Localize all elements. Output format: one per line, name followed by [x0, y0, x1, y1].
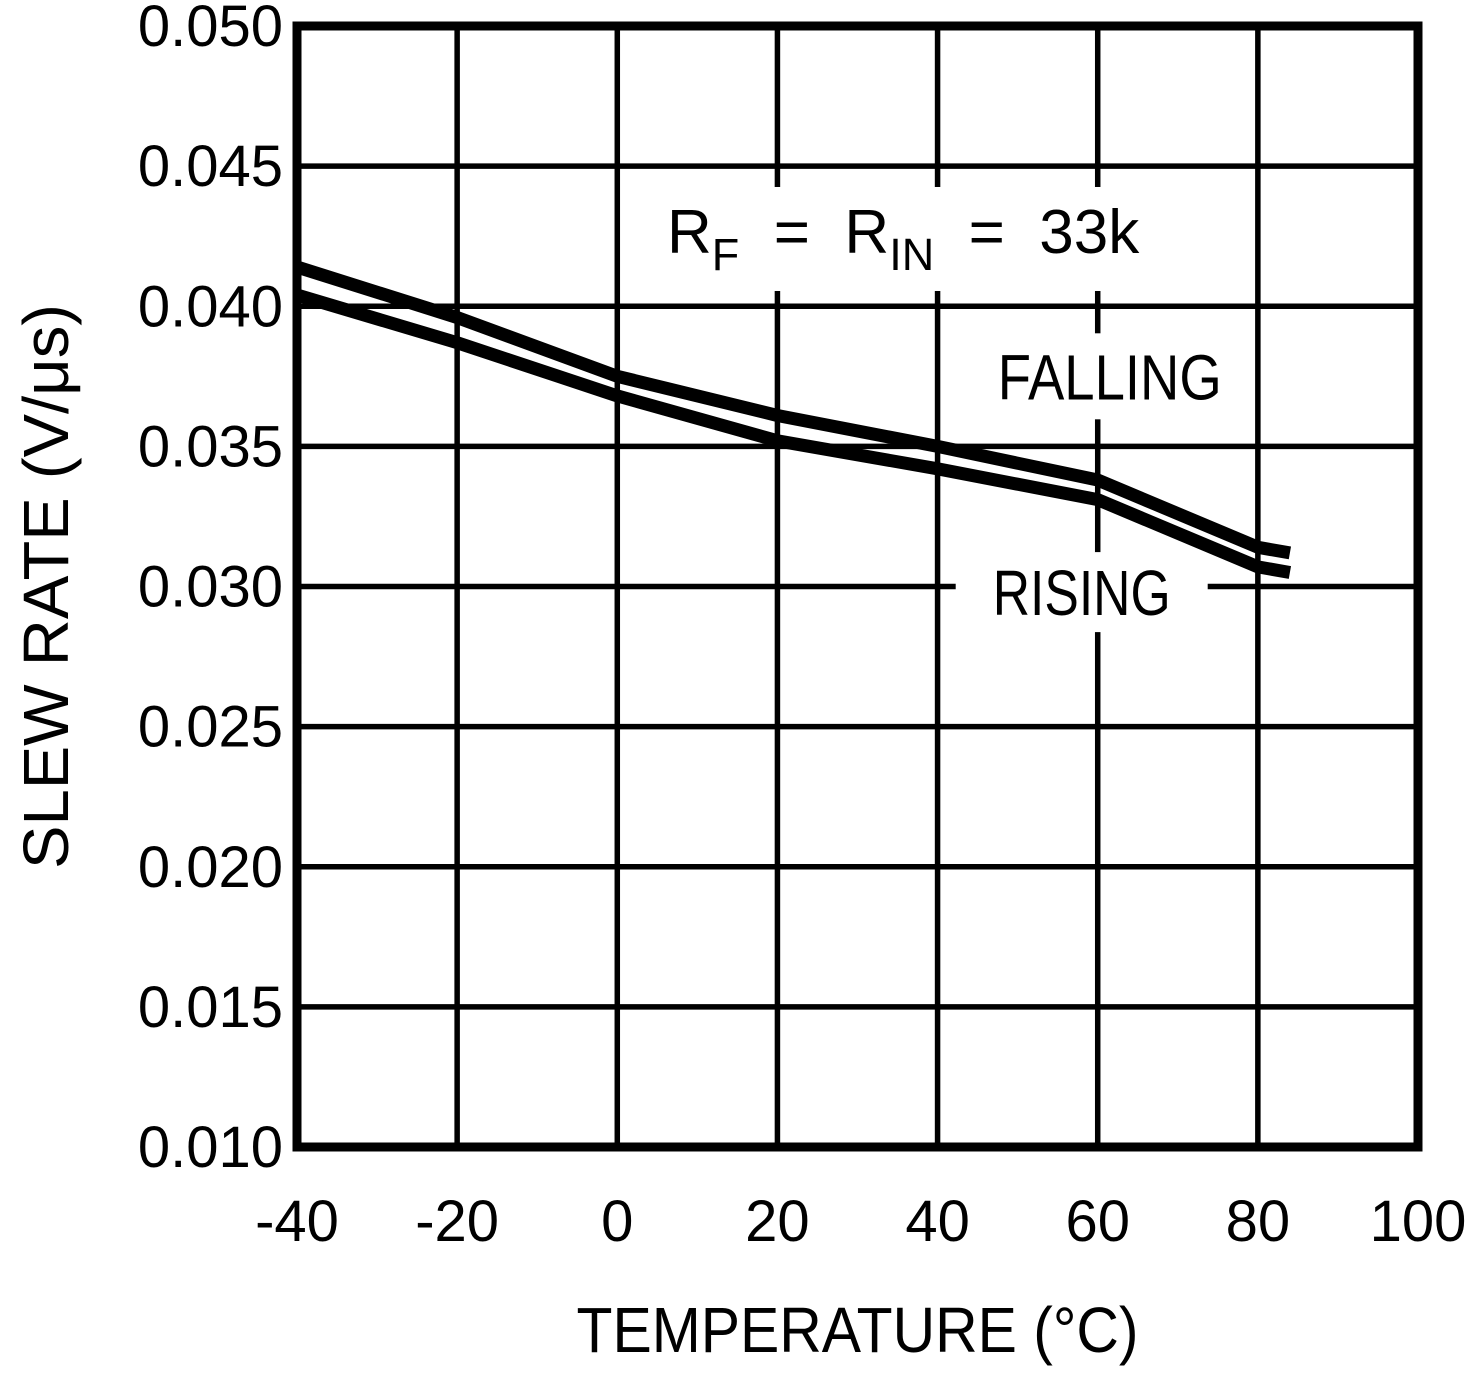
falling-label-mask: [973, 333, 1246, 420]
rising-label-mask: [955, 552, 1208, 633]
y-tick-label-0p015: 0.015: [138, 975, 283, 1040]
y-axis-title: SLEW RATE (V/μs): [10, 304, 82, 869]
x-tick-label-40: 40: [905, 1189, 970, 1254]
annotation-part: F: [712, 229, 740, 280]
series-falling-curve: [295, 260, 1292, 560]
annotation-mask: [653, 186, 1154, 291]
x-tick-label-0: 0: [601, 1189, 633, 1254]
annotation-part: = 33k: [934, 198, 1140, 267]
x-axis-title: TEMPERATURE (°C): [577, 1294, 1139, 1366]
annotation-part: IN: [889, 229, 934, 280]
y-tick-label-0p045: 0.045: [138, 134, 283, 199]
annotation-rf-rin-33k: RF = RIN = 33k: [667, 198, 1140, 280]
y-tick-label-0p050: 0.050: [138, 0, 283, 59]
series-falling-label: FALLING: [998, 341, 1222, 413]
y-tick-label-0p040: 0.040: [138, 274, 283, 339]
y-tick-label-0p035: 0.035: [138, 414, 283, 479]
x-tick-label-60: 60: [1065, 1189, 1130, 1254]
series-rising-curve: [295, 288, 1292, 579]
x-tick-label-100: 100: [1370, 1189, 1467, 1254]
y-tick-label-0p010: 0.010: [138, 1115, 283, 1180]
plot-frame: [292, 21, 1423, 1152]
x-tick-label-neg40: -40: [255, 1189, 339, 1254]
series-rising-label: RISING: [993, 557, 1171, 629]
x-tick-label-neg20: -20: [415, 1189, 499, 1254]
y-tick-label-0p020: 0.020: [138, 835, 283, 900]
annotation-part: = R: [739, 198, 889, 267]
y-tick-label-0p030: 0.030: [138, 555, 283, 620]
x-tick-label-80: 80: [1226, 1189, 1291, 1254]
annotation-part: R: [667, 198, 712, 267]
x-tick-label-20: 20: [745, 1189, 810, 1254]
y-tick-label-0p025: 0.025: [138, 695, 283, 760]
